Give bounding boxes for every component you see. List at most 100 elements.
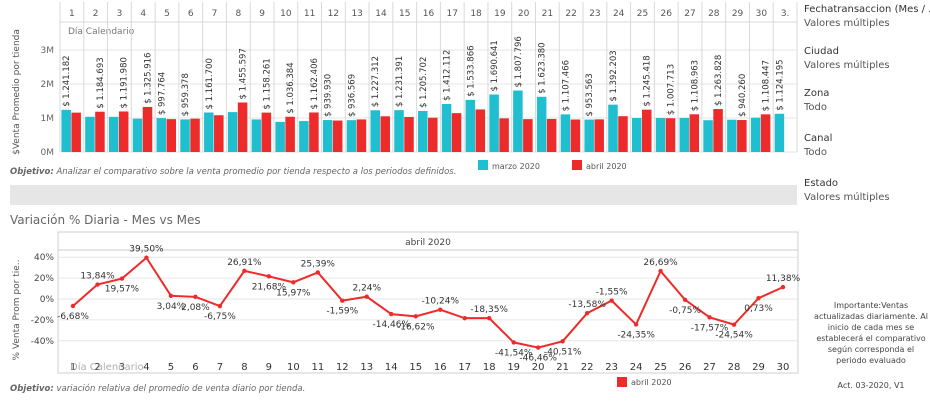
bar-abril[interactable] xyxy=(404,116,414,152)
data-point[interactable] xyxy=(95,282,100,287)
bar-marzo[interactable] xyxy=(251,119,262,152)
bar-marzo[interactable] xyxy=(394,110,404,152)
bar-abril[interactable] xyxy=(71,112,81,152)
data-point[interactable] xyxy=(168,293,174,299)
bar-marzo[interactable] xyxy=(418,111,428,152)
data-point[interactable] xyxy=(413,314,418,319)
bottom-legend[interactable]: abril 2020 xyxy=(617,377,672,387)
bar-abril[interactable] xyxy=(309,112,319,152)
data-point[interactable] xyxy=(291,280,296,285)
bar-abril[interactable] xyxy=(214,115,224,152)
data-point[interactable] xyxy=(193,294,198,300)
data-point[interactable] xyxy=(340,298,345,303)
bar-abril[interactable] xyxy=(237,102,248,152)
data-point[interactable] xyxy=(462,315,467,321)
bar-abril[interactable] xyxy=(380,116,390,152)
bar-abril[interactable] xyxy=(499,118,509,152)
bar-abril[interactable] xyxy=(95,111,105,152)
bar-abril[interactable] xyxy=(570,119,581,152)
filter-value[interactable]: Valores múltiples xyxy=(804,192,890,203)
bar-marzo[interactable] xyxy=(560,114,571,152)
data-point[interactable] xyxy=(756,296,761,301)
bar-abril[interactable] xyxy=(475,109,486,152)
bar-marzo[interactable] xyxy=(536,96,547,152)
data-point[interactable] xyxy=(731,322,737,327)
bar-abril[interactable] xyxy=(665,118,676,152)
bar-marzo[interactable] xyxy=(370,110,381,152)
bar-abril[interactable] xyxy=(190,118,200,152)
bar-marzo[interactable] xyxy=(632,118,642,152)
bar-abril[interactable] xyxy=(641,109,652,152)
bar-abril[interactable] xyxy=(332,120,343,152)
bar-marzo[interactable] xyxy=(774,113,785,152)
bar-marzo[interactable] xyxy=(727,119,737,152)
top-legend[interactable]: marzo 2020 abril 2020 xyxy=(478,160,627,171)
bar-marzo[interactable] xyxy=(132,118,143,152)
data-point[interactable] xyxy=(707,315,712,320)
bar-marzo[interactable] xyxy=(703,120,713,152)
bar-marzo[interactable] xyxy=(227,112,238,152)
bar-marzo[interactable] xyxy=(489,94,499,152)
bar-marzo[interactable] xyxy=(322,120,333,152)
bar-abril[interactable] xyxy=(737,120,747,152)
bar-abril[interactable] xyxy=(285,116,295,152)
bar-marzo[interactable] xyxy=(204,112,214,152)
bar-abril[interactable] xyxy=(689,114,700,152)
data-point[interactable] xyxy=(511,340,516,345)
data-point[interactable] xyxy=(609,298,614,303)
data-point[interactable] xyxy=(119,276,125,281)
bar-abril[interactable] xyxy=(261,112,272,152)
filter-value[interactable]: Valores múltiples xyxy=(804,18,890,29)
data-point[interactable] xyxy=(584,310,590,316)
bar-marzo[interactable] xyxy=(608,104,618,152)
bar-abril[interactable] xyxy=(594,119,604,152)
bar-marzo[interactable] xyxy=(584,119,594,152)
bar-abril[interactable] xyxy=(356,119,367,152)
data-point[interactable] xyxy=(633,322,639,327)
bar-marzo[interactable] xyxy=(465,99,476,152)
data-point[interactable] xyxy=(217,303,223,309)
bar-abril[interactable] xyxy=(618,116,628,152)
data-point[interactable] xyxy=(682,297,688,302)
data-point[interactable] xyxy=(780,284,786,290)
bar-abril[interactable] xyxy=(546,118,557,152)
bar-marzo[interactable] xyxy=(299,121,309,152)
data-point[interactable] xyxy=(364,294,369,299)
bar-abril[interactable] xyxy=(428,117,438,152)
bar-marzo[interactable] xyxy=(346,120,357,152)
data-point[interactable] xyxy=(144,255,149,260)
data-point[interactable] xyxy=(438,307,443,312)
data-point[interactable] xyxy=(389,311,394,317)
bar-abril[interactable] xyxy=(713,109,723,152)
data-point[interactable] xyxy=(535,345,541,350)
filter-fecha[interactable]: Fechatransaccion (Mes / .. Valores múlti… xyxy=(804,4,930,29)
data-point[interactable] xyxy=(560,339,565,344)
bar-abril[interactable] xyxy=(118,111,129,152)
bar-marzo[interactable] xyxy=(275,121,285,152)
bar-abril[interactable] xyxy=(523,119,533,152)
filter-zona[interactable]: Zona Todo xyxy=(804,88,930,113)
filter-canal[interactable]: Canal Todo xyxy=(804,133,930,158)
bar-abril[interactable] xyxy=(451,113,462,152)
bar-marzo[interactable] xyxy=(750,117,761,152)
bar-marzo[interactable] xyxy=(679,117,690,152)
data-point[interactable] xyxy=(487,315,492,321)
bar-marzo[interactable] xyxy=(513,90,523,152)
bar-marzo[interactable] xyxy=(156,118,167,152)
bar-marzo[interactable] xyxy=(441,103,452,152)
filter-ciudad[interactable]: Ciudad Valores múltiples xyxy=(804,46,930,71)
bar-abril[interactable] xyxy=(142,106,153,152)
filter-value[interactable]: Todo xyxy=(804,102,827,113)
data-point[interactable] xyxy=(70,303,76,309)
data-point[interactable] xyxy=(242,268,247,274)
data-point[interactable] xyxy=(315,270,321,275)
bar-marzo[interactable] xyxy=(61,109,71,152)
bar-marzo[interactable] xyxy=(180,119,190,152)
bar-abril[interactable] xyxy=(760,114,771,152)
bar-marzo[interactable] xyxy=(655,117,666,152)
bar-marzo[interactable] xyxy=(108,116,119,152)
bar-marzo[interactable] xyxy=(85,116,95,152)
data-point[interactable] xyxy=(658,268,663,274)
filter-estado[interactable]: Estado Valores múltiples xyxy=(804,178,930,203)
data-point[interactable] xyxy=(266,274,272,279)
